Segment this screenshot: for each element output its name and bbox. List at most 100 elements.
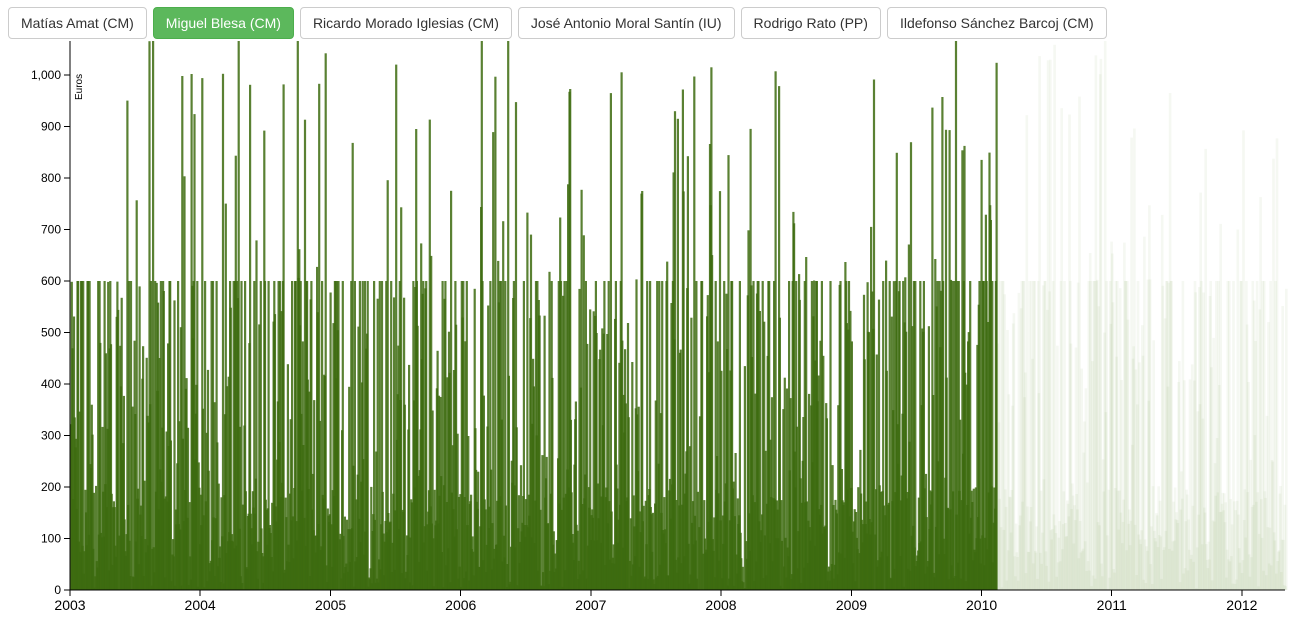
bar-faded [1210, 580, 1214, 590]
bar-faded [1011, 405, 1014, 590]
bar-highlighted [348, 386, 351, 590]
bar-highlighted [586, 343, 589, 590]
bar-faded [1017, 292, 1021, 590]
bar-faded [1180, 471, 1183, 590]
button-rodrigo-rato[interactable]: Rodrigo Rato (PP) [740, 7, 881, 39]
bar-faded [1243, 489, 1247, 590]
bar-highlighted [196, 281, 199, 590]
bar-faded [1155, 513, 1158, 590]
bar-highlighted [822, 355, 825, 590]
bar-faded [1175, 520, 1179, 590]
bar-faded [1148, 205, 1151, 591]
bar-highlighted [857, 487, 860, 590]
bar-faded [1101, 459, 1105, 590]
bar-highlighted [763, 321, 766, 590]
bar-highlighted [143, 480, 146, 590]
bar-highlighted [829, 281, 832, 590]
button-jose-antonio-moral-santin[interactable]: José Antonio Moral Santín (IU) [517, 7, 735, 39]
bar-faded [1052, 514, 1056, 590]
bar-faded [1047, 581, 1051, 590]
bar-faded [1113, 488, 1117, 590]
bar-highlighted [146, 415, 149, 590]
bar-highlighted [410, 502, 413, 590]
bar-faded [1173, 540, 1176, 590]
bar-highlighted [782, 409, 785, 590]
bar-highlighted [135, 200, 138, 591]
bar-faded [1268, 527, 1272, 590]
bar-highlighted [494, 76, 497, 590]
button-ildefonso-sanchez-barcoj[interactable]: Ildefonso Sánchez Barcoj (CM) [886, 7, 1107, 39]
bar-faded [1169, 281, 1173, 590]
bar-faded [1214, 495, 1217, 590]
bar-highlighted [148, 41, 151, 590]
bar-highlighted [382, 533, 385, 590]
bar-faded [1259, 197, 1262, 590]
bar-highlighted [239, 426, 242, 590]
bar-highlighted [932, 395, 935, 590]
bar-faded [1154, 541, 1158, 590]
bar-highlighted [919, 281, 922, 590]
bar-faded [1185, 494, 1189, 590]
bar-highlighted [761, 281, 764, 590]
bar-faded [1094, 55, 1098, 590]
bar-faded [1263, 491, 1267, 590]
bar-highlighted [185, 378, 188, 590]
bar-faded [1042, 479, 1046, 590]
bar-highlighted [87, 281, 90, 590]
bar-faded [1270, 565, 1273, 590]
bar-highlighted [789, 398, 792, 590]
bar-highlighted [850, 341, 853, 590]
bar-faded [1188, 379, 1192, 590]
bar-faded [1223, 493, 1226, 590]
bar-highlighted [224, 203, 227, 590]
bar-highlighted [545, 456, 548, 590]
bar-faded [1235, 500, 1239, 590]
bar-highlighted [452, 370, 456, 590]
bar-highlighted [987, 322, 990, 590]
bar-highlighted [923, 488, 926, 590]
bar-faded [1153, 538, 1157, 590]
bar-faded [1239, 281, 1242, 590]
bar-faded [1149, 564, 1153, 590]
bar-faded [1046, 309, 1049, 590]
bar-highlighted [126, 100, 129, 590]
bar-faded [1168, 93, 1172, 590]
bar-highlighted [80, 281, 83, 590]
bar-faded [1262, 570, 1265, 590]
bar-faded [1116, 281, 1119, 590]
bar-faded [1233, 583, 1237, 590]
button-matias-amat[interactable]: Matías Amat (CM) [8, 7, 147, 39]
bar-faded [1153, 530, 1156, 590]
bar-faded [1215, 281, 1218, 590]
bar-highlighted [169, 440, 172, 590]
bar-highlighted [785, 388, 789, 590]
bar-faded [1248, 576, 1252, 590]
bar-highlighted [888, 281, 891, 590]
bar-faded [1063, 281, 1066, 590]
bar-highlighted [152, 547, 155, 590]
bar-highlighted [313, 400, 316, 590]
bar-faded [1141, 355, 1145, 590]
bar-highlighted [944, 129, 948, 591]
bar-highlighted [964, 372, 967, 590]
bar-highlighted [122, 395, 125, 590]
bar-highlighted [985, 281, 988, 590]
bar-highlighted [234, 155, 237, 590]
bar-faded [1161, 285, 1165, 590]
bar-faded [1187, 519, 1190, 590]
button-ricardo-morado-iglesias[interactable]: Ricardo Morado Iglesias (CM) [299, 7, 512, 39]
bar-highlighted [376, 298, 379, 590]
bar-highlighted [178, 421, 181, 590]
bar-highlighted [954, 41, 958, 590]
bar-faded [1220, 511, 1223, 590]
bar-highlighted [350, 281, 353, 590]
bar-highlighted [675, 500, 678, 590]
bar-highlighted [526, 212, 529, 590]
bar-highlighted [773, 281, 776, 590]
bar-highlighted [937, 461, 940, 590]
bar-highlighted [210, 281, 213, 590]
bar-faded [1039, 490, 1043, 590]
bar-faded [1142, 579, 1145, 590]
bar-highlighted [637, 406, 640, 590]
button-miguel-blesa[interactable]: Miguel Blesa (CM) [152, 7, 294, 39]
